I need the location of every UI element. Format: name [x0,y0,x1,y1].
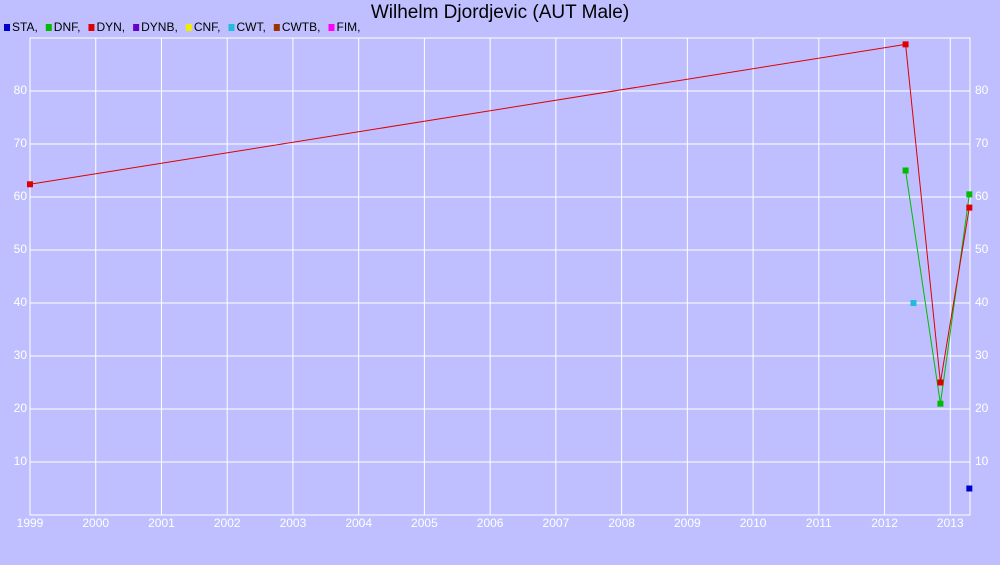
legend-swatch [273,24,280,31]
series-line [29,43,970,383]
y2-tick-label: 10 [975,454,989,468]
y-tick-label: 10 [14,454,28,468]
data-point [966,485,973,492]
legend-swatch [185,24,192,31]
y-tick-label: 30 [14,348,28,362]
x-tick-label: 2013 [937,516,964,530]
legend-swatch [133,24,140,31]
x-tick-label: 2011 [806,516,832,530]
x-tick-label: 2002 [214,516,241,530]
y-tick-label: 50 [14,242,28,256]
x-tick-label: 2005 [411,516,438,530]
x-tick-label: 2012 [871,516,898,530]
x-tick-label: 2008 [608,516,635,530]
legend-label: STA, [12,20,38,34]
y2-tick-label: 60 [975,189,989,203]
y2-tick-label: 40 [975,295,989,309]
legend-label: FIM, [336,20,360,34]
data-point [966,191,973,198]
chart-title: Wilhelm Djordjevic (AUT Male) [371,2,629,23]
x-tick-label: 2001 [148,516,175,530]
x-tick-label: 2000 [82,516,109,530]
data-point [902,41,909,48]
legend-label: CWTB, [282,20,321,34]
legend-swatch [88,24,95,31]
data-point [937,400,944,407]
y2-tick-label: 50 [975,242,989,256]
plot-area [29,37,971,516]
data-point [902,167,909,174]
x-tick-label: 1999 [17,516,44,530]
y-tick-label: 40 [14,295,28,309]
x-tick-label: 2003 [280,516,307,530]
y2-tick-label: 20 [975,401,989,415]
y2-tick-label: 30 [975,348,989,362]
x-tick-label: 2007 [543,516,570,530]
x-tick-label: 2010 [740,516,767,530]
legend-swatch [328,24,335,31]
data-point [910,300,917,306]
y-tick-label: 20 [14,401,28,415]
legend-label: DNF, [54,20,81,34]
y2-tick-label: 70 [975,136,989,150]
data-point [966,204,973,211]
legend-swatch [45,24,52,31]
legend-swatch [228,24,235,31]
legend-label: DYNB, [141,20,178,34]
x-tick-label: 2006 [477,516,504,530]
data-point [937,379,944,386]
legend-label: DYN, [96,20,125,34]
y2-tick-label: 80 [975,83,989,97]
x-tick-label: 2004 [345,516,372,530]
legend-label: CNF, [194,20,221,34]
y-tick-label: 70 [14,136,28,150]
data-point [27,181,33,188]
y-tick-label: 60 [14,189,28,203]
y-tick-label: 80 [14,83,28,97]
legend-swatch [4,24,10,31]
x-tick-label: 2009 [674,516,701,530]
legend-label: CWT, [236,20,265,34]
